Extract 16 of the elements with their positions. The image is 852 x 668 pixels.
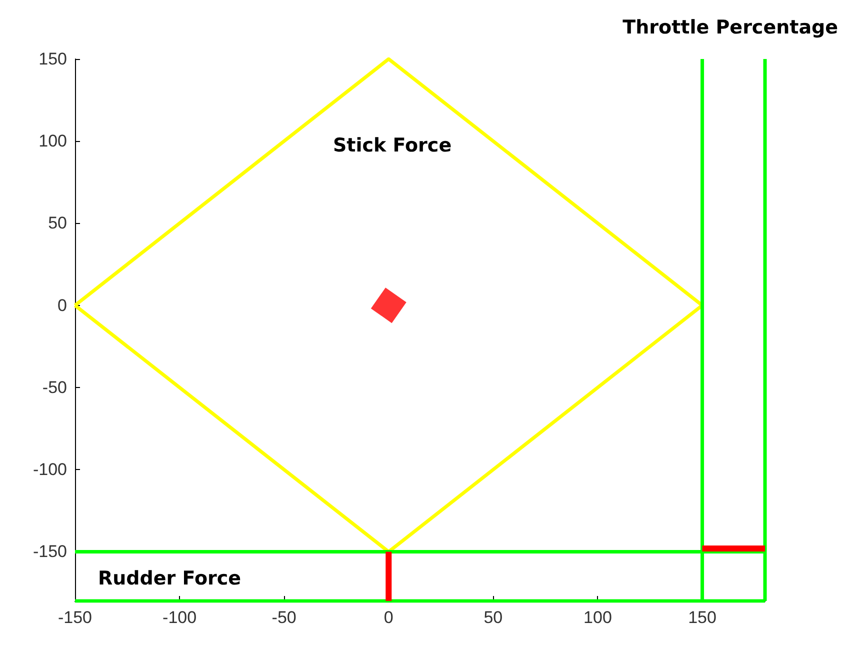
x-tick-label: 100 [584, 608, 612, 627]
x-tick-label: 150 [688, 608, 716, 627]
y-tick-label: 150 [38, 50, 67, 68]
y-tick-label: 100 [38, 132, 67, 151]
x-tick-label: 50 [484, 608, 503, 627]
y-tick-label: 0 [58, 296, 67, 315]
y-tick-label: -150 [32, 542, 67, 562]
y-tick-label: -50 [42, 378, 67, 397]
y-tick-label: 50 [48, 214, 67, 233]
annotation: Stick Force [333, 134, 452, 156]
y-tick-label: -100 [32, 460, 67, 480]
x-tick-label: -50 [272, 608, 296, 627]
text: Throttle Percentage [622, 16, 838, 38]
x-tick-label: -100 [162, 608, 197, 627]
x-tick-label: 0 [384, 608, 394, 627]
annotation: Rudder Force [98, 568, 242, 590]
